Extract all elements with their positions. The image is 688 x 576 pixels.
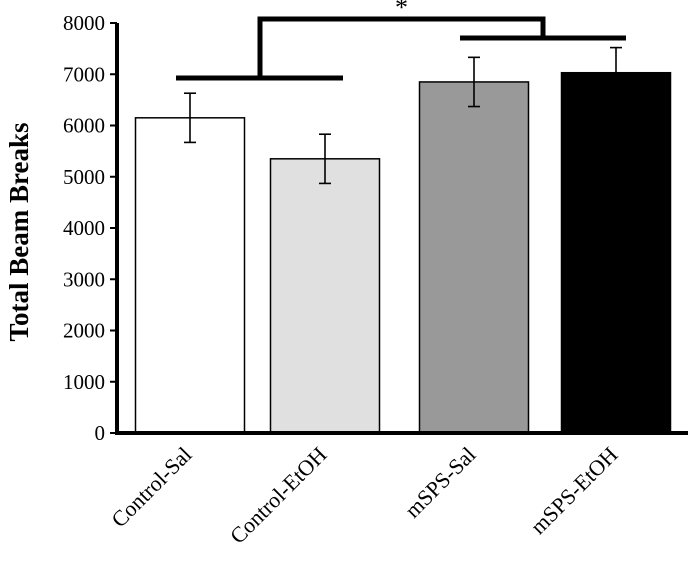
y-tick-label: 0 — [95, 421, 106, 445]
y-tick-label: 8000 — [63, 11, 105, 35]
axes — [110, 22, 688, 435]
y-tick-label: 3000 — [63, 267, 105, 291]
y-axis-title: Total Beam Breaks — [4, 122, 34, 341]
category-labels: Control-Sal Control-EtOH mSPS-Sal mSPS-EtOH — [106, 442, 622, 549]
error-bar-msps-sal — [468, 56, 480, 108]
error-bar-msps-etoh — [610, 46, 622, 99]
y-tick-label: 6000 — [63, 114, 105, 138]
bar-msps-etoh — [560, 71, 672, 434]
category-label-msps-sal: mSPS-Sal — [400, 442, 481, 523]
y-tick-label: 4000 — [63, 216, 105, 240]
error-bars — [184, 46, 622, 185]
significance-bracket: * — [176, 0, 626, 81]
category-label-msps-etoh: mSPS-EtOH — [525, 442, 622, 539]
y-tick-label: 1000 — [63, 370, 105, 394]
error-bar-control-etoh — [319, 133, 331, 185]
y-tick-label: 2000 — [63, 319, 105, 343]
bar-msps-sal — [418, 81, 530, 434]
category-label-control-etoh: Control-EtOH — [225, 442, 332, 549]
error-bar-control-sal — [184, 92, 196, 144]
bar-control-etoh — [269, 158, 381, 434]
y-tick-labels: 0 1000 2000 3000 4000 5000 6000 7000 8000 — [63, 11, 105, 445]
y-tick-label: 7000 — [63, 62, 105, 86]
category-label-control-sal: Control-Sal — [106, 442, 196, 532]
bar-control-sal — [134, 117, 246, 434]
significance-star: * — [395, 0, 408, 22]
bars — [134, 71, 672, 434]
y-tick-label: 5000 — [63, 165, 105, 189]
